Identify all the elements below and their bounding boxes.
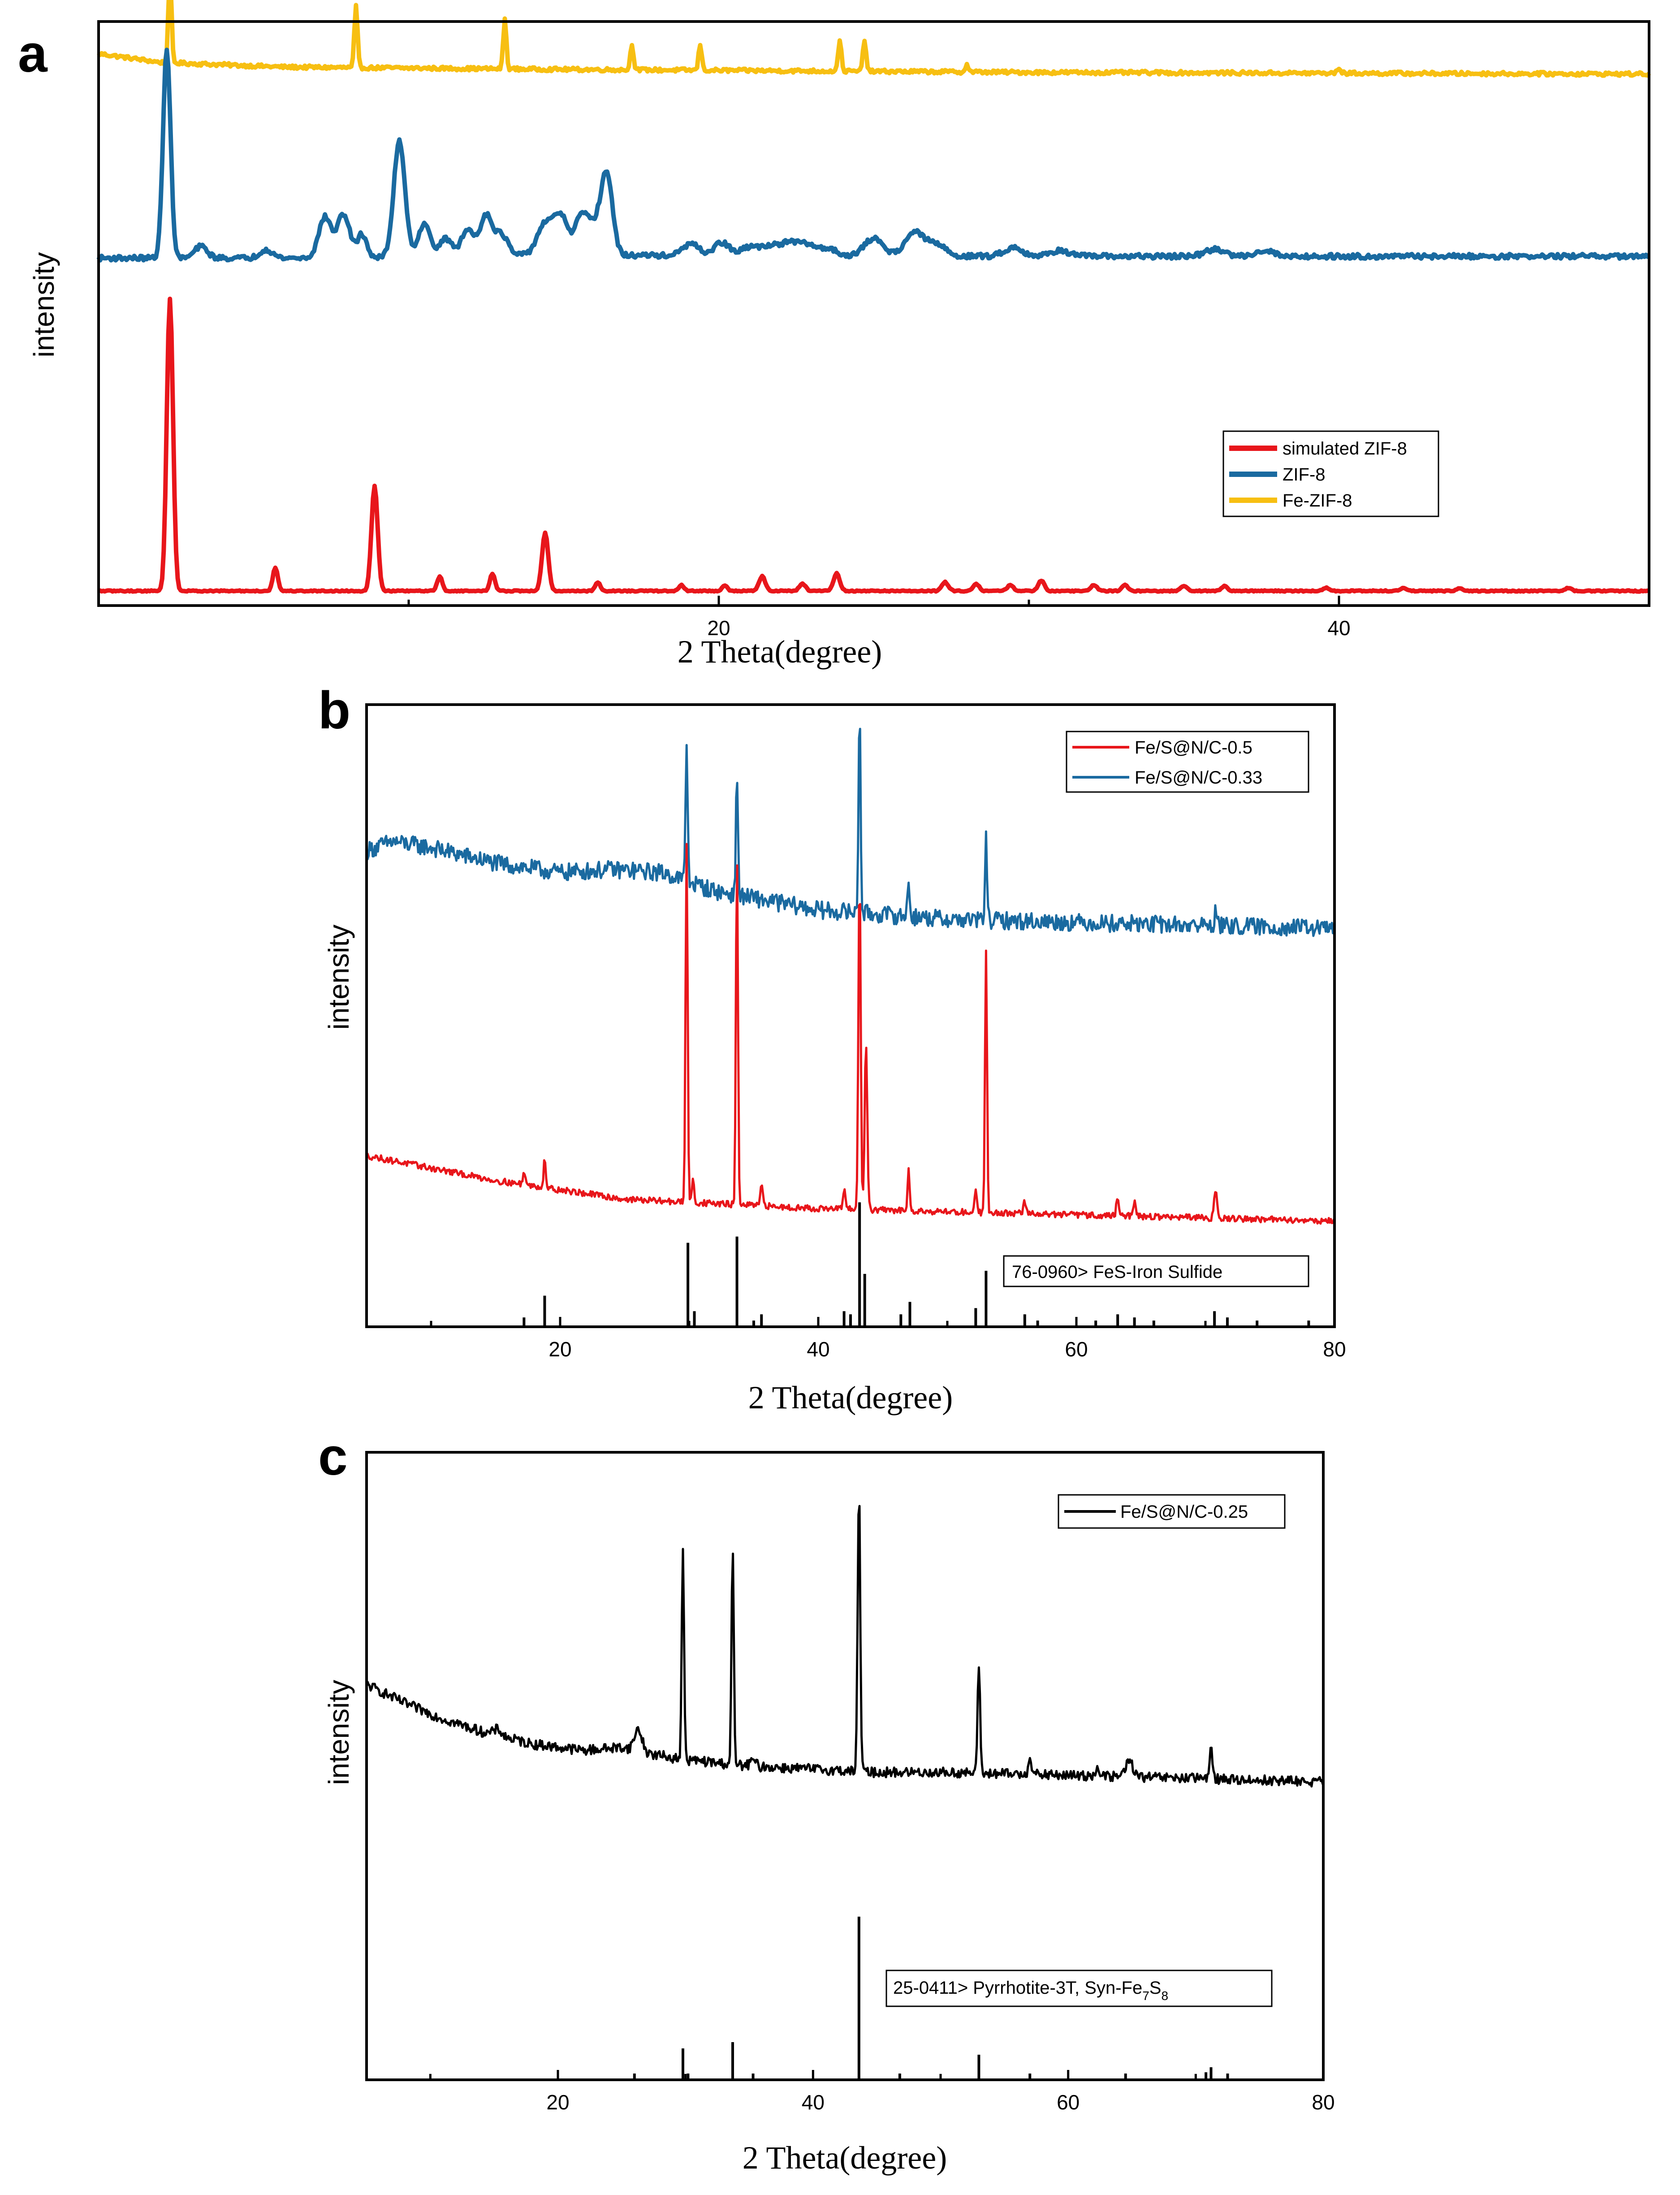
- x-tick-label: 60: [1057, 2091, 1080, 2114]
- panel-a-legend: simulated ZIF-8 ZIF-8 Fe-ZIF-8: [1222, 430, 1439, 517]
- x-tick-label: 20: [707, 616, 730, 640]
- series-line-fe-zif-8: [97, 0, 1651, 78]
- ref-c-mid: S: [1149, 1978, 1162, 1998]
- panel-a-letter: a: [18, 24, 48, 83]
- panel-a-x-label: 2 Theta(degree): [678, 634, 882, 670]
- panel-a-y-label: intensity: [28, 252, 60, 358]
- panel-b-letter: b: [318, 681, 350, 740]
- ref-c-sub1: 7: [1142, 1989, 1149, 2003]
- panel-a-x-ticks: 20 40: [97, 596, 1650, 640]
- panel-b-y-label: intensity: [323, 925, 355, 1030]
- panel-c-reference-label: 25-0411> Pyrrhotite-3T, Syn-Fe7S8: [893, 1978, 1168, 2003]
- panel-c-x-ticks: 20 40 60 80: [429, 2070, 1335, 2114]
- x-tick-label: 60: [1065, 1338, 1088, 1361]
- panel-b-legend-box: [1066, 731, 1309, 793]
- panel-a-frame: [97, 20, 1650, 607]
- panel-b-x-ticks: 20 40 60 80: [430, 1317, 1346, 1361]
- legend-label-fes-0.5: Fe/S@N/C-0.5: [1135, 738, 1252, 758]
- panel-c-reference-box: [885, 1970, 1273, 2007]
- ref-c-sub2: 8: [1161, 1989, 1168, 2003]
- legend-label-fes-0.25: Fe/S@N/C-0.25: [1120, 1502, 1248, 1522]
- legend-label-simulated-zif8: simulated ZIF-8: [1283, 439, 1407, 459]
- panel-b-reference-box: [1003, 1255, 1309, 1287]
- panel-b: b intensity 20 40 60 80 2 Theta(degree) Fe/…: [318, 681, 1346, 1416]
- panel-c-y-label: intensity: [323, 1680, 355, 1785]
- x-tick-label: 40: [1327, 616, 1350, 640]
- panel-c-legend: Fe/S@N/C-0.25: [1058, 1494, 1286, 1529]
- x-tick-label: 80: [1323, 1338, 1346, 1361]
- panel-c: c intensity 20 40 60 80 2 Theta(degree) Fe/…: [318, 1427, 1335, 2176]
- legend-label-zif8: ZIF-8: [1283, 465, 1326, 485]
- panel-b-legend: Fe/S@N/C-0.5 Fe/S@N/C-0.33: [1066, 731, 1309, 793]
- panel-b-frame: [365, 703, 1336, 1328]
- series-line-fe-s-n-c-0-33: [365, 727, 1335, 937]
- panel-a: a intensity 20 40 2 Theta(degree) simulat…: [18, 0, 1651, 670]
- series-line-zif-8: [96, 48, 1650, 263]
- legend-label-fes-0.33: Fe/S@N/C-0.33: [1135, 768, 1262, 788]
- series-line-fe-s-n-c-0-5: [366, 843, 1335, 1225]
- x-tick-label: 20: [548, 1338, 571, 1361]
- x-tick-label: 40: [802, 2091, 825, 2114]
- panel-c-letter: c: [318, 1427, 348, 1486]
- series-line-simulated-zif-8: [98, 296, 1650, 594]
- x-tick-label: 20: [546, 2091, 569, 2114]
- panel-b-x-label: 2 Theta(degree): [748, 1380, 953, 1416]
- panel-c-frame: [365, 1451, 1325, 2081]
- legend-label-fe-zif8: Fe-ZIF-8: [1283, 491, 1352, 511]
- panel-b-reference-label: 76-0960> FeS-Iron Sulfide: [1012, 1262, 1222, 1282]
- ref-c-prefix: 25-0411> Pyrrhotite-3T, Syn-Fe: [893, 1978, 1142, 1998]
- x-tick-label: 80: [1312, 2091, 1334, 2114]
- series-line-fe-s-n-c-0-25: [366, 1505, 1324, 1788]
- panel-c-plot: [366, 1505, 1324, 2080]
- panel-b-plot: [365, 727, 1335, 1327]
- panel-c-x-label: 2 Theta(degree): [743, 2140, 947, 2176]
- x-tick-label: 40: [807, 1338, 829, 1361]
